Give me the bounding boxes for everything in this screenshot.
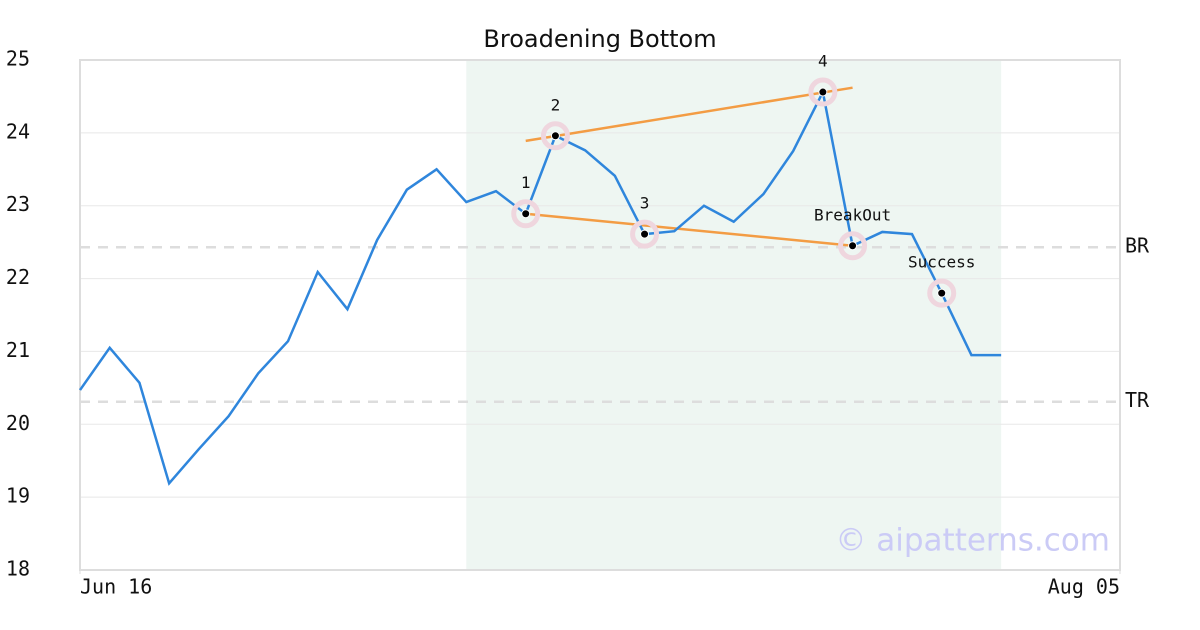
level-label: TR [1125, 388, 1150, 412]
point-marker [550, 131, 560, 141]
point-label: 3 [640, 194, 650, 213]
x-tick-label: Jun 16 [80, 575, 152, 599]
watermark: © aipatterns.com [835, 523, 1110, 559]
point-marker [640, 229, 650, 239]
plot-border [79, 59, 1121, 571]
y-tick-label: 23 [6, 192, 30, 216]
trend-line [525, 212, 853, 248]
point-label: 2 [551, 95, 561, 114]
y-tick-label: 22 [6, 265, 30, 289]
pattern-shade [466, 60, 1002, 570]
point-label: 1 [521, 173, 531, 192]
point-label: Success [908, 253, 975, 272]
chart-title: Broadening Bottom [483, 25, 716, 53]
level-label: BR [1125, 234, 1150, 258]
y-tick-label: 24 [6, 119, 30, 143]
point-halo [540, 121, 570, 151]
point-marker [848, 241, 858, 251]
y-tick-label: 19 [6, 484, 30, 508]
point-halo [838, 231, 868, 261]
point-halo [927, 278, 957, 308]
point-marker [521, 209, 531, 219]
point-marker [818, 87, 828, 97]
y-tick-label: 25 [6, 47, 30, 71]
point-halo [808, 77, 838, 107]
point-halo [511, 199, 541, 229]
point-marker [937, 288, 947, 298]
point-halo [630, 219, 660, 249]
price-line [78, 88, 1002, 486]
y-tick-label: 21 [6, 338, 30, 362]
point-label: BreakOut [814, 205, 891, 224]
trend-line [525, 86, 853, 143]
x-tick-label: Aug 05 [1048, 575, 1120, 599]
y-tick-label: 18 [6, 557, 30, 581]
y-tick-label: 20 [6, 411, 30, 435]
point-label: 4 [818, 52, 828, 71]
